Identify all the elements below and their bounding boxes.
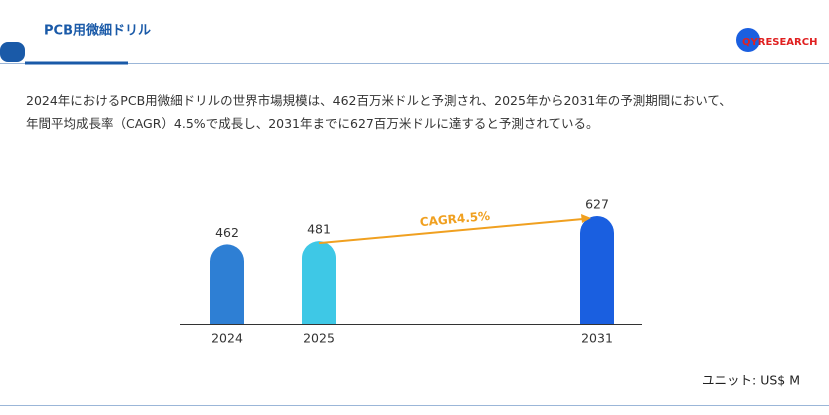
- header-tab: [0, 42, 25, 62]
- x-tick-label: 2031: [581, 331, 613, 346]
- x-tick-label: 2024: [211, 331, 243, 346]
- unit-label: ユニット: US$ M: [702, 373, 800, 388]
- x-tick-label: 2025: [303, 331, 335, 346]
- logo-text: QYRESEARCH: [742, 37, 817, 48]
- description-line: 年間平均成長率（CAGR）4.5%で成長し、2031年までに627百万米ドルに達…: [26, 116, 599, 131]
- bar: [302, 241, 336, 324]
- cagr-arrowhead: [581, 214, 591, 223]
- value-label: 462: [215, 225, 239, 240]
- cagr-arrow: [318, 218, 584, 245]
- bar: [210, 244, 244, 324]
- header-title: PCB用微細ドリル: [44, 23, 151, 39]
- value-label: 481: [307, 222, 331, 237]
- cagr-label: CAGR4.5%: [419, 209, 490, 229]
- logo-mark: [736, 28, 760, 52]
- description-line: 2024年におけるPCB用微細ドリルの世界市場規模は、462百万米ドルと予測され…: [26, 93, 732, 108]
- value-label: 627: [585, 197, 609, 212]
- bar: [580, 216, 614, 324]
